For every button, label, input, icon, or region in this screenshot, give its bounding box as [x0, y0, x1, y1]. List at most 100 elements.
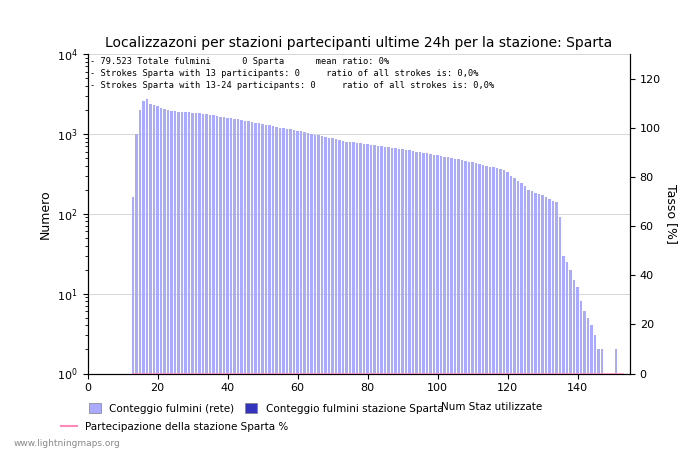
Bar — [146, 99, 148, 450]
Bar — [296, 130, 299, 450]
Bar — [527, 190, 530, 450]
Bar — [317, 135, 320, 450]
Bar — [583, 311, 586, 450]
Bar — [244, 121, 246, 450]
Bar — [447, 157, 449, 450]
Bar — [258, 123, 260, 450]
Bar — [562, 256, 565, 450]
Bar — [293, 130, 295, 450]
Bar — [188, 112, 190, 450]
Text: www.lightningmaps.org: www.lightningmaps.org — [14, 439, 120, 448]
Bar — [363, 144, 365, 450]
Bar — [524, 186, 526, 450]
Bar — [433, 155, 435, 450]
Bar — [163, 109, 166, 450]
Bar — [545, 198, 547, 450]
Bar — [268, 125, 271, 450]
Bar — [170, 111, 173, 450]
Bar — [219, 117, 222, 450]
Bar — [181, 112, 183, 450]
Bar — [394, 148, 397, 450]
Bar — [590, 325, 593, 450]
Bar — [541, 195, 544, 450]
Bar — [352, 143, 355, 450]
Bar — [538, 194, 540, 450]
Bar — [142, 101, 145, 450]
Bar — [160, 108, 162, 450]
Bar — [419, 152, 421, 450]
Bar — [335, 139, 337, 450]
Bar — [464, 161, 467, 450]
Bar — [380, 146, 383, 450]
Bar — [485, 166, 488, 450]
Bar — [412, 151, 414, 450]
Bar — [331, 138, 334, 450]
Bar — [496, 168, 498, 450]
Y-axis label: Numero: Numero — [38, 189, 51, 239]
Bar — [391, 148, 393, 450]
Bar — [478, 164, 481, 450]
Bar — [443, 157, 446, 450]
Bar — [261, 124, 264, 450]
Bar — [457, 159, 460, 450]
Bar — [580, 302, 582, 450]
Bar — [212, 116, 215, 450]
Bar — [597, 350, 600, 450]
Bar — [279, 127, 281, 450]
Bar — [237, 119, 239, 450]
Bar — [513, 178, 516, 450]
Bar — [265, 125, 267, 450]
Bar — [611, 374, 614, 450]
Bar — [615, 350, 617, 450]
Bar — [461, 160, 463, 450]
Bar — [573, 279, 575, 450]
Bar — [440, 156, 442, 450]
Bar — [254, 123, 257, 450]
Bar — [373, 145, 376, 450]
Bar — [408, 150, 411, 450]
Bar — [559, 217, 561, 450]
Bar — [608, 374, 610, 450]
Bar — [398, 149, 400, 450]
Bar — [555, 202, 558, 450]
Bar — [531, 192, 533, 450]
Bar — [450, 158, 453, 450]
Bar — [576, 287, 579, 450]
Bar — [429, 154, 432, 450]
Bar — [174, 111, 176, 450]
Bar — [205, 114, 208, 450]
Bar — [359, 144, 362, 450]
Bar — [314, 135, 316, 450]
Bar — [618, 374, 621, 450]
Bar — [184, 112, 187, 450]
Bar — [468, 162, 470, 450]
Bar — [286, 129, 288, 450]
Bar — [195, 113, 197, 450]
Bar — [139, 110, 141, 450]
Bar — [384, 147, 386, 450]
Bar — [506, 172, 509, 450]
Bar — [149, 104, 152, 450]
Text: Num Staz utilizzate: Num Staz utilizzate — [441, 402, 542, 412]
Bar — [135, 134, 138, 450]
Bar — [167, 110, 169, 450]
Bar — [247, 122, 250, 450]
Bar — [338, 140, 341, 450]
Bar — [587, 318, 589, 450]
Bar — [569, 270, 572, 450]
Bar — [548, 198, 551, 450]
Legend: Conteggio fulmini (rete), Conteggio fulmini stazione Sparta: Conteggio fulmini (rete), Conteggio fulm… — [85, 399, 447, 418]
Bar — [517, 180, 519, 450]
Bar — [303, 132, 306, 450]
Bar — [345, 142, 348, 450]
Bar — [282, 128, 285, 450]
Bar — [156, 106, 159, 450]
Bar — [223, 117, 225, 450]
Bar — [321, 136, 323, 450]
Bar — [216, 116, 218, 450]
Bar — [622, 374, 624, 450]
Bar — [471, 162, 474, 450]
Bar — [272, 126, 274, 450]
Bar — [251, 122, 253, 450]
Bar — [436, 155, 439, 450]
